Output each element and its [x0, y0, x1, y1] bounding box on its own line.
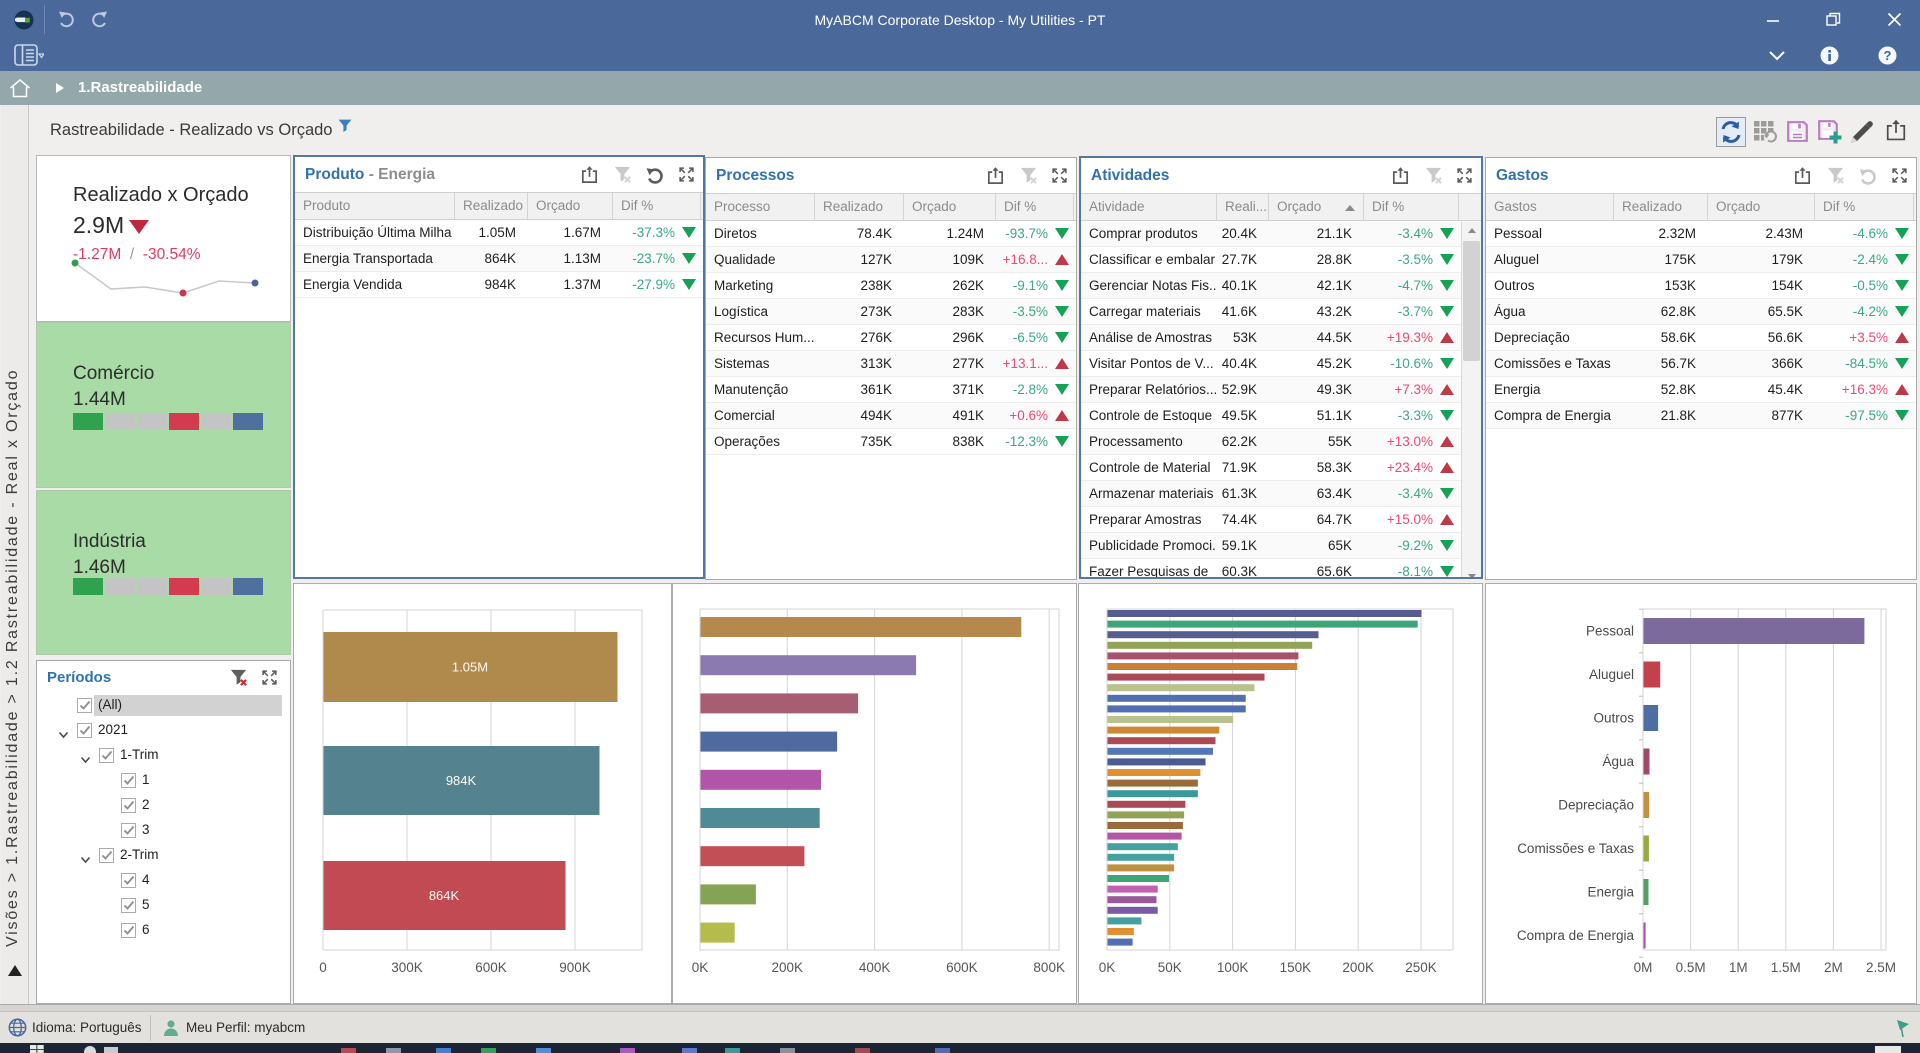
svg-text:0K: 0K [1099, 960, 1116, 975]
svg-text:250K: 250K [1405, 960, 1437, 975]
svg-text:200K: 200K [772, 960, 804, 975]
svg-text:400K: 400K [859, 960, 891, 975]
svg-text:100K: 100K [1217, 960, 1249, 975]
svg-text:600K: 600K [475, 960, 507, 975]
svg-text:0.5M: 0.5M [1676, 960, 1706, 975]
svg-text:Água: Água [1602, 754, 1634, 769]
svg-text:900K: 900K [559, 960, 591, 975]
svg-text:0: 0 [319, 960, 327, 975]
svg-text:Depreciação: Depreciação [1558, 798, 1634, 813]
svg-text:Outros: Outros [1593, 711, 1634, 726]
svg-text:0M: 0M [1634, 960, 1653, 975]
svg-text:600K: 600K [946, 960, 978, 975]
svg-text:?: ? [1884, 48, 1892, 63]
svg-text:300K: 300K [391, 960, 423, 975]
svg-text:1.5M: 1.5M [1771, 960, 1801, 975]
svg-text:2.5M: 2.5M [1866, 960, 1896, 975]
svg-text:984K: 984K [446, 773, 477, 788]
svg-text:1.05M: 1.05M [452, 660, 488, 675]
svg-text:Pessoal: Pessoal [1586, 624, 1634, 639]
svg-text:Aluguel: Aluguel [1589, 667, 1634, 682]
svg-text:800K: 800K [1033, 960, 1065, 975]
svg-text:50K: 50K [1158, 960, 1182, 975]
svg-text:Comissões e Taxas: Comissões e Taxas [1517, 841, 1634, 856]
svg-text:200K: 200K [1342, 960, 1374, 975]
svg-text:864K: 864K [429, 888, 460, 903]
svg-text:Energia: Energia [1587, 885, 1634, 900]
svg-text:150K: 150K [1280, 960, 1312, 975]
svg-text:2M: 2M [1824, 960, 1843, 975]
svg-text:0K: 0K [692, 960, 709, 975]
svg-text:1M: 1M [1729, 960, 1748, 975]
svg-text:Compra de Energia: Compra de Energia [1517, 928, 1635, 943]
